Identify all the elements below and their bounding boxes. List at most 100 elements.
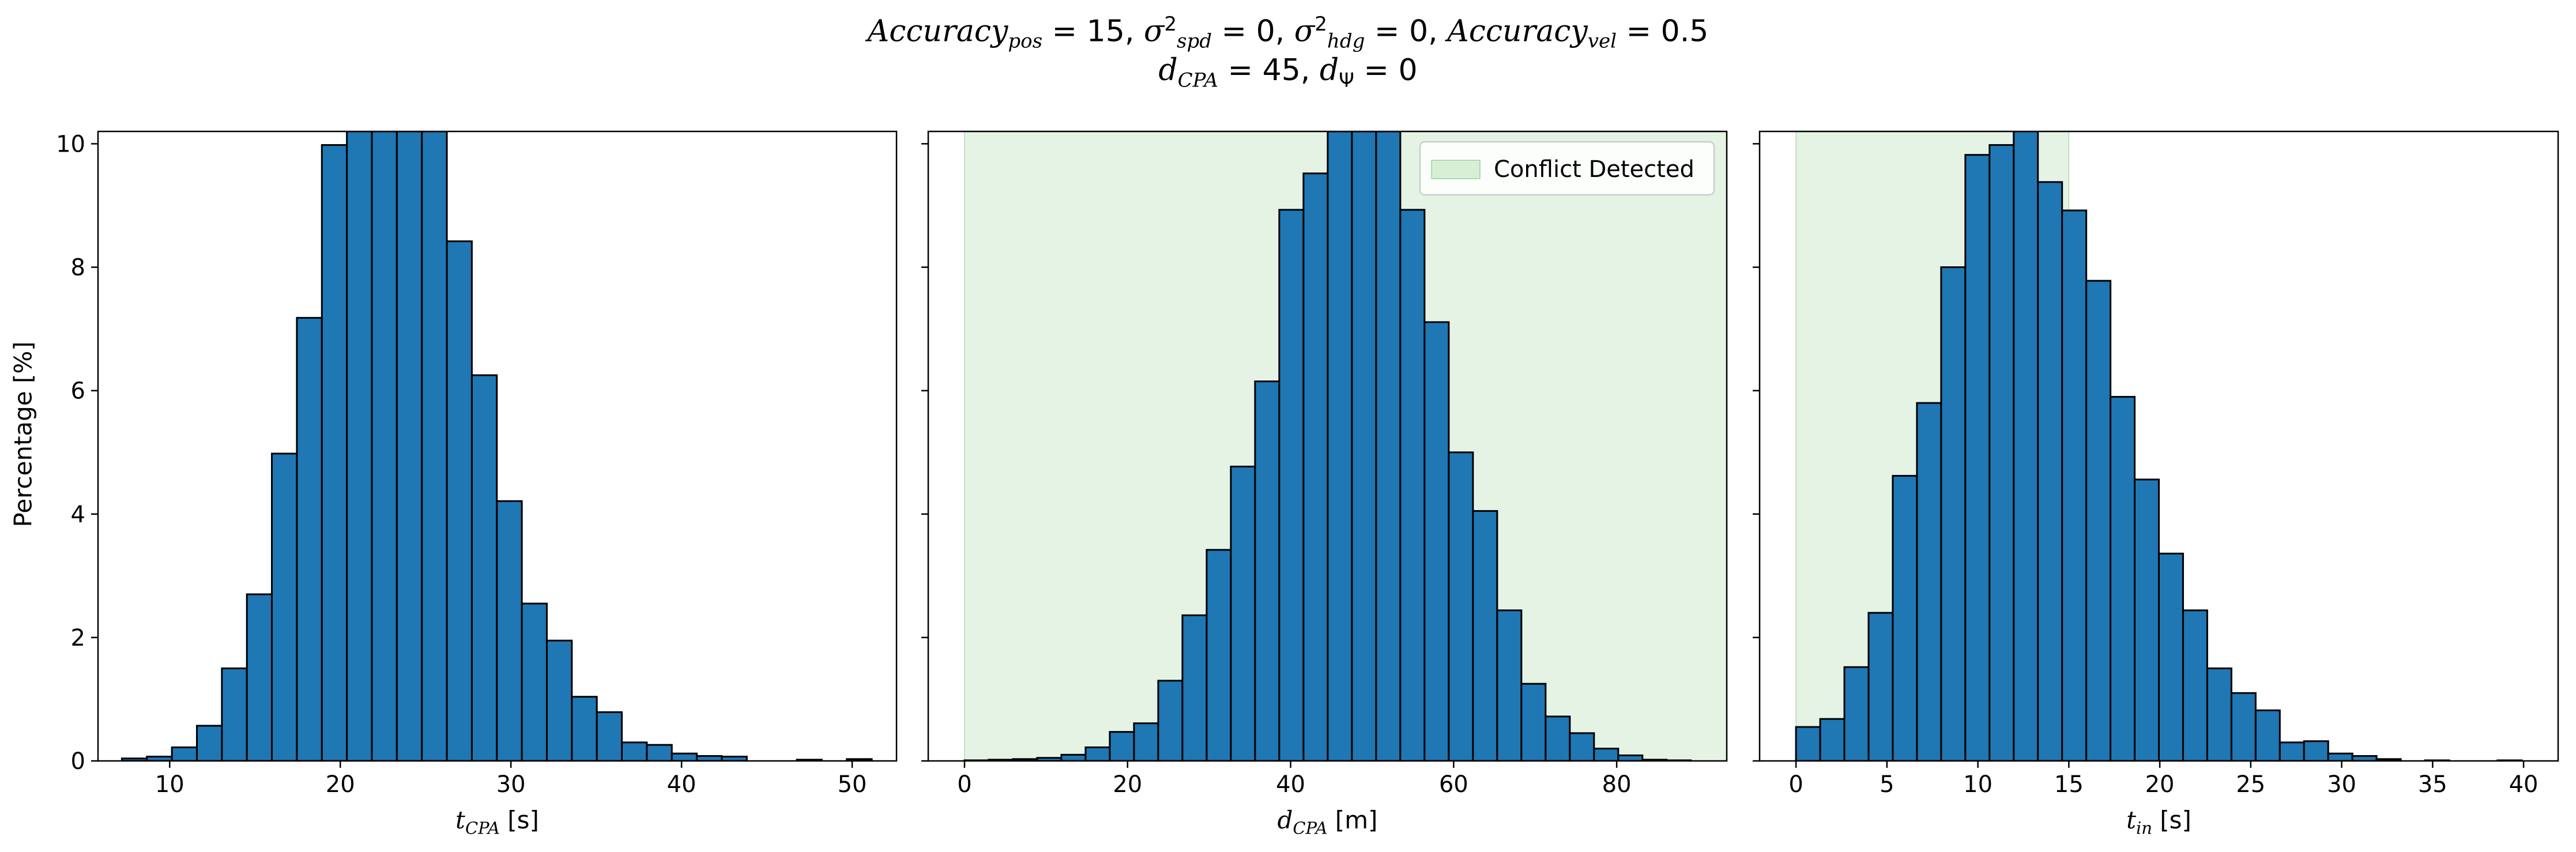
title-part: d [1319, 53, 1339, 88]
histogram-bar [1520, 683, 1547, 761]
histogram-bar [2279, 741, 2305, 761]
title-part: pos [1008, 29, 1043, 53]
panel-plot-area [120, 131, 873, 761]
histogram-bar [596, 711, 623, 761]
x-axis-label-var: t [455, 806, 465, 834]
y-tick-label: 0 [71, 748, 85, 775]
histogram-bar [1989, 144, 2015, 761]
histogram-bar [2327, 752, 2353, 761]
histogram-bar [446, 240, 473, 761]
x-tick-label: 0 [1788, 771, 1803, 798]
histogram-bar [521, 602, 548, 761]
histogram-bar [2061, 209, 2088, 761]
panel-t_in_histogram: 0 5 10 15 20 25 30 35 40 [1753, 130, 2559, 798]
title-part: = 0, [1365, 14, 1448, 49]
title-part: CPA [1177, 69, 1218, 92]
x-axis-label-t-in: tin [s] [1760, 806, 2558, 838]
title-part: hdg [1327, 29, 1365, 53]
title-part: = 0.5 [1617, 14, 1709, 49]
histogram-bar [1351, 131, 1377, 761]
y-tick-label: 6 [71, 378, 85, 405]
histogram-bar [1278, 209, 1305, 761]
title-part: Ψ [1339, 69, 1354, 92]
x-tick-label: 20 [1113, 771, 1142, 798]
histogram-bar [2110, 395, 2136, 761]
histogram-bar [545, 639, 573, 761]
histogram-bar [2303, 740, 2329, 761]
histogram-bar [1867, 612, 1894, 761]
histogram-bar [1181, 614, 1208, 761]
histogram-bar [1302, 172, 1329, 761]
histogram-bar [1843, 666, 1870, 761]
histogram-bar [1133, 722, 1159, 761]
histogram-bar [1795, 726, 1821, 761]
title-part: Accuracy [1447, 14, 1588, 49]
x-axis-label-var: t [2126, 806, 2136, 834]
histogram-bar [1819, 718, 1846, 761]
x-tick-label: 30 [2327, 771, 2356, 798]
title-part: vel [1587, 29, 1617, 53]
histogram-bar [2085, 280, 2112, 761]
histogram-bar [1060, 753, 1087, 761]
panel-d_cpa_histogram: 0 20 40 60 80 Conflict Detected [921, 130, 1728, 798]
histogram-bar [2182, 609, 2208, 761]
panel-t_cpa_histogram: 10 20 30 40 50 0 2 4 6 8 10 [56, 130, 898, 798]
histogram-bar [2206, 667, 2232, 761]
y-tick-label: 4 [71, 502, 85, 528]
histogram-bar [1448, 451, 1474, 761]
suptitle-line-2: dCPA = 45, dΨ = 0 [0, 53, 2576, 92]
histogram-bar [571, 696, 598, 761]
histogram-bar [1496, 609, 1523, 761]
title-part: = 0 [1354, 53, 1418, 88]
histogram-bar [1327, 131, 1353, 761]
histogram-bar [221, 667, 248, 761]
x-tick-label: 40 [667, 771, 696, 798]
title-part: Accuracy [867, 14, 1008, 49]
axes-frame [927, 130, 1728, 762]
histogram-bar [1940, 266, 1967, 761]
x-axis-label-unit: [s] [499, 806, 539, 834]
histogram-bar [2351, 755, 2378, 761]
histogram-bar [1472, 510, 1498, 761]
x-axis-label-var: d [1277, 806, 1293, 834]
axes-frame [97, 130, 898, 762]
histogram-bar [2013, 131, 2039, 761]
histogram-bar [296, 316, 323, 761]
histogram-bar [2230, 692, 2257, 761]
y-axis-label: Percentage [%] [9, 341, 37, 527]
x-tick-label: 30 [496, 771, 526, 798]
x-tick-label: 35 [2418, 771, 2447, 798]
legend-box [1419, 141, 1715, 196]
x-axis-label-d-cpa: dCPA [m] [928, 806, 1727, 838]
histogram-bar [171, 746, 198, 761]
title-part: 2 [1315, 13, 1327, 36]
title-part: = 45, [1218, 53, 1320, 88]
title-part: = 0, [1212, 14, 1294, 49]
histogram-bar [1593, 748, 1620, 761]
axes-frame [1758, 130, 2559, 762]
x-tick-label: 40 [2509, 771, 2539, 798]
x-tick-label: 10 [1963, 771, 1993, 798]
x-tick-label: 40 [1276, 771, 1305, 798]
histogram-bar [621, 741, 648, 761]
histogram-bar [2158, 552, 2184, 761]
histogram-bar [1206, 549, 1232, 761]
histogram-bar [1617, 754, 1644, 761]
x-tick-label: 60 [1439, 771, 1468, 798]
histogram-bar [346, 131, 373, 761]
x-tick-label: 50 [838, 771, 867, 798]
title-part: σ [1143, 14, 1165, 49]
x-axis-label-sub: CPA [1293, 818, 1328, 838]
x-tick-label: 15 [2054, 771, 2084, 798]
panel-plot-area [1795, 131, 2523, 761]
histogram-bar [321, 144, 348, 761]
x-tick-label: 10 [155, 771, 184, 798]
histogram-bar [1157, 680, 1184, 761]
x-tick-label: 25 [2236, 771, 2265, 798]
histogram-bar [1230, 465, 1256, 761]
title-part: spd [1177, 29, 1212, 53]
histogram-bar [1916, 402, 1942, 761]
histogram-bar [1423, 321, 1450, 761]
